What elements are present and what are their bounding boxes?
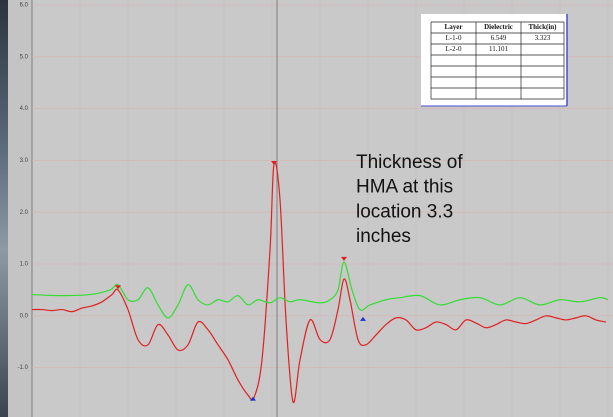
table-cell: 3.323	[535, 34, 551, 42]
table-cell: L-2-0	[446, 45, 462, 53]
waveform	[31, 261, 609, 319]
y-tick-label: 1.0	[20, 262, 29, 268]
waveforms	[31, 161, 609, 404]
table-header: Layer	[445, 23, 463, 31]
y-tick-label: 2.0	[20, 210, 29, 216]
pick-marker	[271, 160, 277, 165]
y-tick-label: 6.0	[20, 3, 29, 9]
table-background	[421, 14, 567, 106]
y-tick-label: 3.0	[20, 158, 29, 164]
table-header: Thick(in)	[528, 23, 557, 31]
annotation-line: Thickness of	[356, 152, 463, 173]
pick-marker	[360, 316, 366, 321]
picks	[115, 160, 366, 401]
y-tick-label: 5.0	[20, 54, 29, 60]
annotation-line: HMA at this	[356, 177, 453, 198]
table-cell: 6.549	[491, 34, 507, 42]
table-header: Dielectric	[484, 23, 513, 31]
table-panel: Layer Dielectric Thick(in) L-1-0 6.549 3.323 L…	[421, 14, 568, 107]
pick-marker	[115, 285, 121, 290]
table-cell: L-1-0	[446, 34, 462, 42]
annotation: Thickness of HMA at this location 3.3 inche…	[356, 152, 463, 247]
y-tick-label: -1.0	[18, 365, 29, 371]
pick-marker	[250, 396, 256, 401]
photo-strip	[0, 0, 8, 417]
pick-marker	[341, 256, 347, 261]
annotation-line: inches	[356, 226, 411, 247]
waveform	[31, 161, 607, 404]
y-tick-label: 0.0	[20, 313, 29, 319]
y-tick-label: 4.0	[20, 106, 29, 112]
table-cell: 11.101	[489, 45, 508, 53]
table: Layer Dielectric Thick(in) L-1-0 6.549 3.323 L…	[430, 21, 565, 100]
annotation-line: location 3.3	[356, 201, 453, 222]
axis-panel	[8, 0, 32, 417]
